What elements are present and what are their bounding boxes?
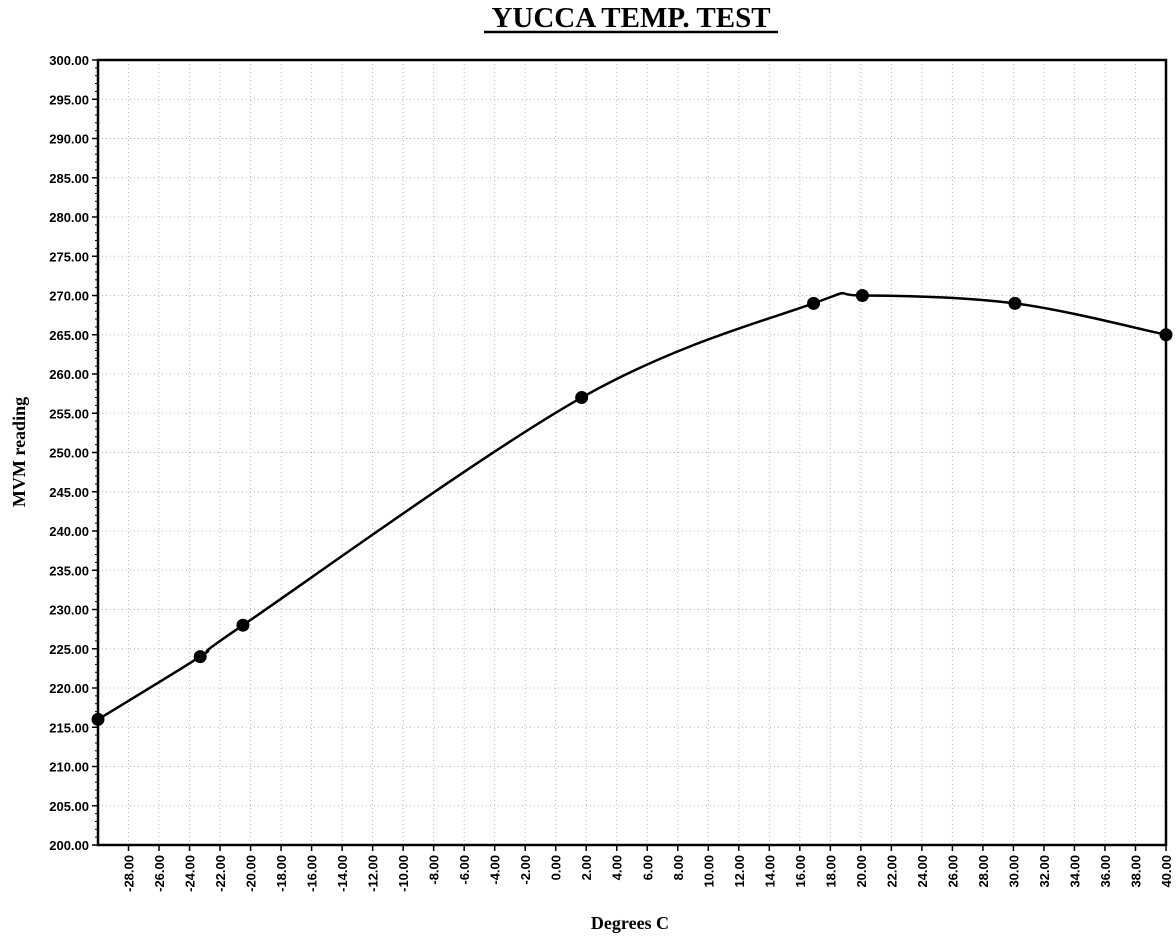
x-tick-label: -8.00 [427,855,442,885]
data-point [855,289,869,302]
chart-title: YUCCA TEMP. TEST [491,2,770,34]
x-tick-label: -26.00 [152,855,167,892]
x-tick-label: -6.00 [457,855,472,885]
y-tick-label: 220.00 [49,681,89,696]
y-tick-label: 230.00 [49,603,89,618]
x-tick-label: 30.00 [1006,855,1021,888]
x-tick-label: -20.00 [244,855,259,892]
y-axis-ticks: 200.00 205.00 210.00 215.00 220.00 225.00 230.… [49,53,98,853]
x-tick-label: 4.00 [610,855,625,880]
x-tick-label: 38.00 [1128,855,1143,888]
y-tick-label: 260.00 [49,367,89,382]
x-tick-label: -18.00 [274,855,289,892]
data-point [193,650,207,664]
y-tick-label: 245.00 [49,485,89,500]
x-tick-label: 32.00 [1037,855,1052,888]
x-tick-label: 28.00 [976,855,991,888]
y-axis-label: MVM reading [9,397,29,507]
x-tick-label: 0.00 [549,855,564,880]
data-point [575,391,589,405]
grid [98,60,1166,845]
y-tick-label: 225.00 [49,642,89,657]
y-tick-label: 210.00 [49,760,89,775]
data-point [236,618,250,632]
x-tick-label: 34.00 [1067,855,1082,888]
x-tick-label: 18.00 [823,855,838,888]
x-tick-label: -28.00 [122,855,137,892]
x-tick-label: 8.00 [671,855,686,880]
x-tick-label: 12.00 [732,855,747,888]
y-tick-label: 275.00 [49,249,89,264]
series-line [97,291,1167,721]
x-tick-label: -2.00 [518,855,533,885]
x-axis-label: Degrees C [591,913,669,933]
x-tick-label: -24.00 [183,855,198,892]
x-tick-label: -16.00 [305,855,320,892]
x-tick-label: 22.00 [884,855,899,888]
y-tick-label: 295.00 [49,92,89,107]
y-tick-label: 205.00 [49,799,89,814]
data-point [807,296,821,310]
x-axis-ticks: -28.00 -26.00 -24.00 -22.00 -20.00 -18.00 -16.… [122,845,1174,892]
y-tick-label: 285.00 [49,171,89,186]
y-tick-label: 235.00 [49,563,89,578]
y-tick-label: 215.00 [49,720,89,735]
data-point [1008,296,1022,310]
x-tick-label: -4.00 [488,855,503,885]
y-tick-label: 280.00 [49,210,89,225]
x-tick-label: 20.00 [854,855,869,888]
data-point [91,712,105,726]
y-tick-label: 240.00 [49,524,89,539]
x-tick-label: 2.00 [579,855,594,880]
x-tick-label: -10.00 [396,855,411,892]
y-tick-label: 300.00 [49,53,89,68]
y-tick-label: 255.00 [49,406,89,421]
x-tick-label: 6.00 [640,855,655,880]
x-tick-label: 14.00 [762,855,777,888]
y-tick-label: 250.00 [49,446,89,461]
x-tick-label: 16.00 [793,855,808,888]
data-point [1159,328,1173,342]
y-tick-label: 270.00 [49,289,89,304]
x-tick-label: 36.00 [1098,855,1113,888]
x-tick-label: 26.00 [945,855,960,888]
x-tick-label: 40.00 [1159,855,1174,888]
x-tick-label: -12.00 [366,855,381,892]
x-tick-label: -22.00 [213,855,228,892]
y-tick-label: 200.00 [49,838,89,853]
y-tick-label: 265.00 [49,328,89,343]
series [91,289,1173,726]
x-tick-label: 24.00 [915,855,930,888]
x-tick-label: -14.00 [335,855,350,892]
y-tick-label: 290.00 [49,132,89,147]
x-tick-label: 10.00 [701,855,716,888]
